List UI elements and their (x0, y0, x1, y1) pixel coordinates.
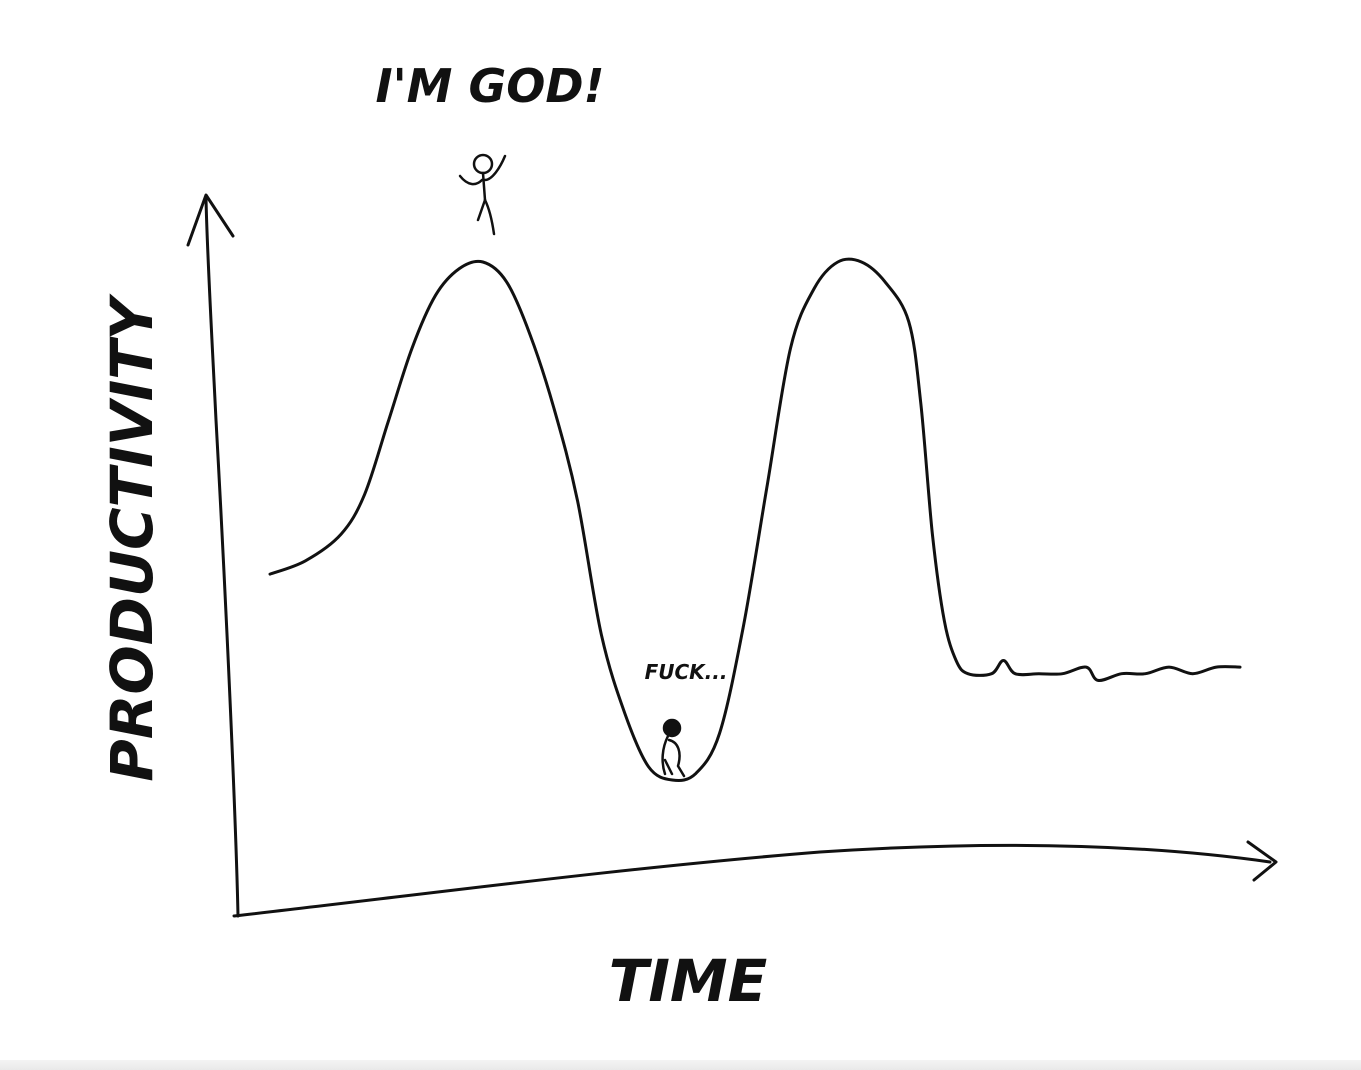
trough-annotation: FUCK... (645, 660, 728, 684)
annotation-group: I'M GOD! FUCK... (375, 59, 727, 684)
productivity-series-line (268, 257, 1242, 783)
stick-figure-sitting-icon (661, 718, 686, 778)
y-axis-label: PRODUCTIVITY (98, 293, 166, 781)
stick-figure-cheering-icon (458, 153, 507, 236)
page-bottom-edge (0, 1060, 1361, 1070)
peak-annotation: I'M GOD! (375, 59, 604, 113)
x-axis-line (232, 843, 1272, 918)
y-axis-arrowhead (186, 193, 235, 247)
axes (186, 193, 1278, 918)
series-group (268, 257, 1242, 783)
x-axis-label: TIME (609, 947, 767, 1015)
y-axis-line (204, 196, 240, 918)
x-axis-arrowhead (1246, 840, 1278, 882)
